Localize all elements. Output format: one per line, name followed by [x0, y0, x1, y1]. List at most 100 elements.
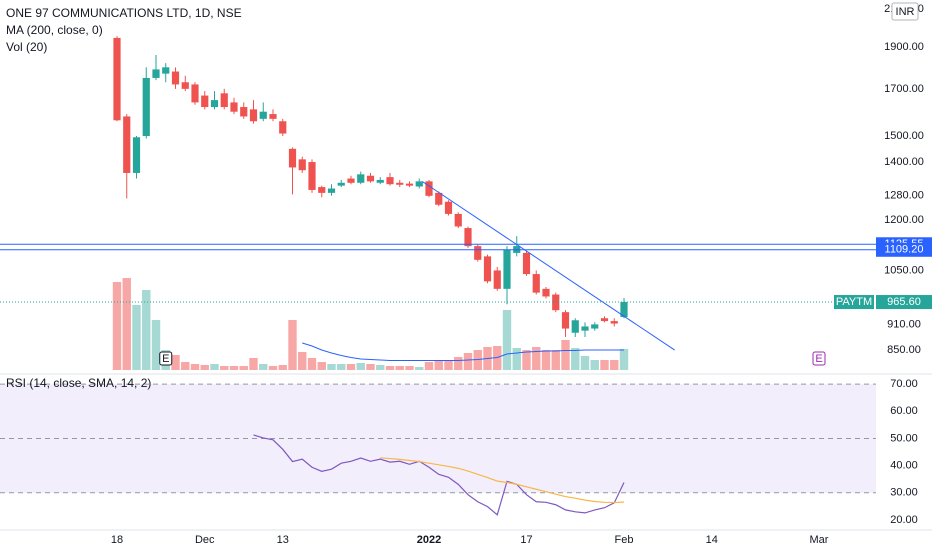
volume-bar [151, 320, 161, 370]
level-price-label: 1109.20 [885, 244, 924, 256]
volume-bar [522, 350, 531, 370]
volume-bar [434, 360, 443, 370]
candle-body [561, 312, 570, 329]
volume-legend: Vol (20) [6, 40, 47, 54]
y-tick-label: 1400.00 [884, 156, 924, 168]
volume-bar [132, 305, 141, 370]
volume-bar [571, 348, 580, 370]
candle-body [142, 77, 150, 137]
candle-body [249, 109, 258, 122]
volume-bar [239, 366, 248, 370]
candle-body [162, 67, 170, 74]
y-tick-label: 850.00 [887, 344, 921, 356]
rsi-line [253, 434, 625, 516]
earnings-marker [159, 351, 173, 366]
chart-title: ONE 97 COMMUNICATIONS LTD, 1D, NSE [6, 6, 242, 20]
candle-body [288, 148, 297, 168]
candle-body [376, 179, 384, 183]
rsi-legend: RSI (14, close, SMA, 14, 2) [6, 376, 151, 390]
last-price-label: 965.60 [887, 296, 921, 308]
y-tick-label: 50.00 [890, 432, 918, 444]
candle-body [415, 181, 423, 187]
volume-bar [405, 366, 414, 370]
candle-body [327, 188, 336, 193]
volume-bar [259, 364, 268, 370]
candle-body [425, 181, 433, 196]
candle-body [610, 321, 618, 324]
candle-body [191, 84, 199, 103]
candle-body [132, 137, 141, 173]
candle-body [210, 100, 219, 108]
volume-bar [171, 355, 180, 370]
volume-bar [190, 364, 200, 370]
candle-body [542, 288, 550, 297]
x-tick-label: Dec [195, 534, 215, 546]
volume-bar [346, 364, 356, 370]
candle-body [571, 320, 579, 333]
rsi-line [380, 457, 625, 504]
candle-body [357, 174, 365, 183]
volume-bar [463, 353, 473, 370]
volume-bar [424, 362, 434, 370]
candle-body [230, 102, 238, 112]
candle-body [171, 71, 180, 85]
volume-bar [337, 364, 346, 370]
x-tick-label: Feb [615, 534, 634, 546]
candle-body [483, 256, 492, 282]
volume-bar [600, 360, 609, 370]
y-tick-label: 20.00 [890, 514, 918, 526]
volume-bar [142, 290, 151, 370]
volume-bar [356, 363, 365, 370]
volume-bar [502, 310, 512, 370]
volume-bar [327, 364, 336, 370]
candle-body [454, 213, 462, 227]
candle-body [464, 228, 472, 247]
volume-bar [220, 366, 229, 370]
x-tick-label: 18 [111, 534, 123, 546]
volume-bar [122, 278, 131, 370]
volume-bar [619, 349, 629, 370]
volume-bar [268, 366, 278, 370]
symbol-label: PAYTM [836, 296, 872, 308]
volume-bar [444, 360, 453, 370]
y-tick-label: 70.00 [890, 378, 918, 390]
earnings-label: E [162, 353, 169, 365]
x-tick-label: 14 [706, 534, 718, 546]
volume-bar [210, 364, 219, 370]
candle-body [269, 114, 277, 119]
last-price-box [876, 295, 932, 310]
earnings-label: E [815, 353, 822, 365]
volume-bar [385, 366, 395, 370]
y-tick-label: 1200.00 [884, 214, 924, 226]
volume-bar [415, 367, 424, 370]
volume-bar [181, 362, 190, 370]
volume-bar [229, 366, 239, 370]
candle-body [337, 182, 345, 186]
candle-body [444, 201, 453, 214]
volume-bar [454, 357, 463, 370]
candle-body [366, 175, 375, 182]
y-tick-label: 40.00 [890, 460, 918, 472]
earnings-marker [812, 351, 826, 366]
y-tick-label: 60.00 [890, 405, 918, 417]
candle-body [532, 274, 540, 293]
indicator-legend: MA (200, close, 0) [6, 23, 103, 37]
volume-bar [307, 358, 317, 370]
y-tick-label: 1900.00 [884, 41, 924, 53]
candle-body [620, 302, 628, 318]
y-tick-label: 30.00 [890, 487, 918, 499]
candle-body [308, 162, 316, 190]
volume-bar [590, 360, 599, 370]
candle-body [581, 326, 589, 331]
volume-ma-line [302, 342, 624, 361]
volume-bar [249, 358, 258, 370]
candle-body [318, 187, 326, 193]
candle-body [591, 324, 599, 329]
volume-bar [288, 320, 297, 370]
volume-bar [317, 362, 326, 370]
candle-body [493, 270, 501, 289]
y-tick-label: 1500.00 [884, 130, 924, 142]
candle-body [600, 318, 609, 322]
y-tick-label: 1280.00 [884, 190, 924, 202]
candle-body [435, 192, 443, 205]
